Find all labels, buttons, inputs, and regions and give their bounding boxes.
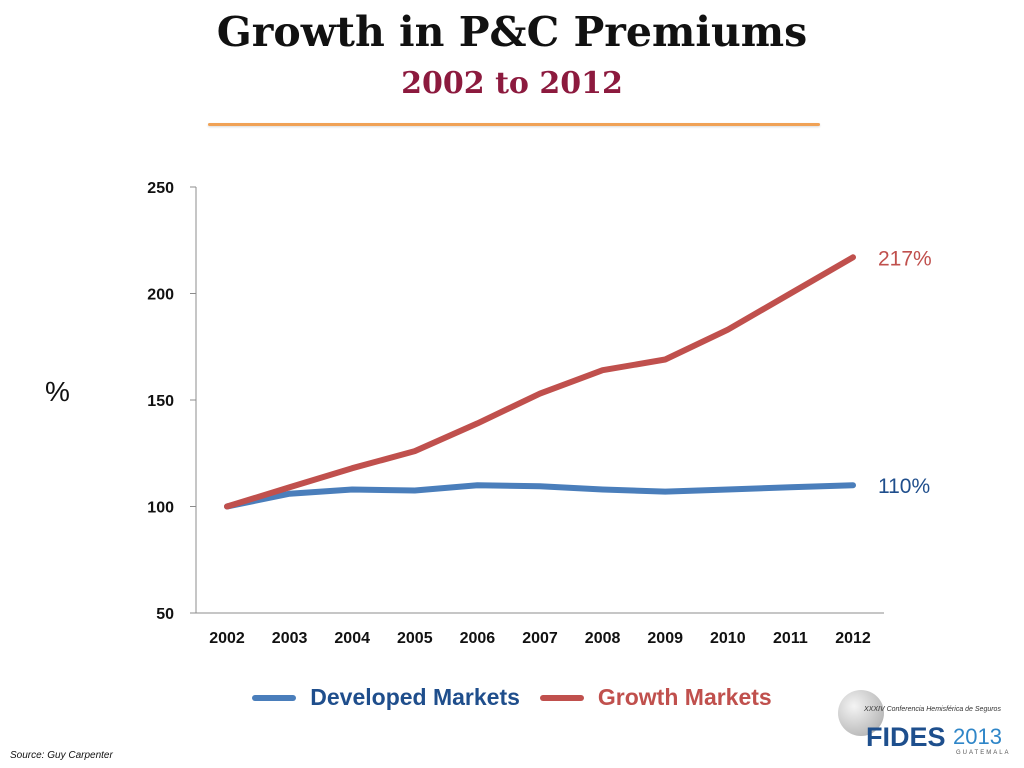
x-tick-label: 2006 bbox=[460, 630, 496, 647]
data-point bbox=[349, 465, 355, 471]
data-point bbox=[474, 482, 480, 488]
legend-swatch-growth bbox=[539, 694, 584, 701]
slide-subtitle: 2002 to 2012 bbox=[401, 66, 623, 101]
logo-year: 2013 bbox=[953, 724, 1002, 749]
data-point bbox=[537, 391, 543, 397]
data-point bbox=[787, 291, 793, 296]
data-point bbox=[662, 489, 668, 495]
line-chart: 50 100 150 200 250 2002 2003 2004 2005 2006 2007 20… bbox=[147, 180, 932, 647]
legend-label-growth: Growth Markets bbox=[597, 684, 772, 710]
data-point bbox=[412, 448, 418, 454]
logo-country: GUATEMALA bbox=[956, 750, 1011, 756]
data-point bbox=[287, 484, 293, 490]
end-value-label: 217% bbox=[878, 247, 932, 270]
legend-item-developed: Developed Markets bbox=[252, 684, 520, 711]
legend-label-developed: Developed Markets bbox=[310, 684, 520, 710]
globe-icon bbox=[838, 690, 884, 736]
logo-name: FIDES bbox=[866, 722, 946, 752]
fides-logo: XXXIV Conferencia Hemisférica de Seguros… bbox=[836, 690, 1016, 762]
x-tick-label: 2011 bbox=[773, 630, 808, 647]
y-tick-label: 200 bbox=[147, 287, 174, 304]
x-tick-label: 2005 bbox=[397, 630, 433, 647]
data-point bbox=[224, 504, 230, 509]
chart-legend: Developed Markets Growth Markets bbox=[0, 684, 1024, 711]
data-point bbox=[349, 486, 355, 492]
logo-tagline: XXXIV Conferencia Hemisférica de Seguros bbox=[864, 706, 1001, 713]
y-tick-label: 50 bbox=[156, 606, 174, 623]
source-note: Source: Guy Carpenter bbox=[10, 750, 113, 761]
legend-item-growth: Growth Markets bbox=[539, 684, 772, 711]
data-point bbox=[412, 488, 418, 494]
data-point bbox=[537, 483, 543, 489]
y-tick-label: 150 bbox=[147, 393, 174, 410]
end-value-label: 110% bbox=[878, 475, 930, 498]
data-point bbox=[474, 420, 480, 426]
x-tick-label: 2008 bbox=[585, 630, 621, 647]
title-divider bbox=[208, 123, 820, 126]
data-point bbox=[662, 357, 668, 363]
slide-title: Growth in P&C Premiums bbox=[216, 8, 808, 56]
x-tick-label: 2002 bbox=[209, 630, 245, 647]
x-tick-label: 2003 bbox=[272, 630, 308, 647]
x-tick-label: 2009 bbox=[647, 630, 683, 647]
series-line-growth bbox=[224, 254, 856, 510]
data-point bbox=[287, 491, 293, 497]
data-point bbox=[787, 484, 793, 490]
x-tick-label: 2004 bbox=[334, 630, 370, 647]
legend-swatch-developed bbox=[252, 694, 297, 701]
data-point bbox=[600, 486, 606, 492]
x-tick-label: 2007 bbox=[522, 630, 558, 647]
y-tick-label: 100 bbox=[147, 500, 174, 517]
data-point bbox=[850, 482, 856, 488]
data-point bbox=[850, 254, 856, 260]
y-axis-label: % bbox=[45, 376, 70, 407]
data-point bbox=[725, 486, 731, 492]
data-point bbox=[725, 327, 731, 333]
data-point bbox=[600, 367, 606, 373]
x-tick-label: 2012 bbox=[835, 630, 871, 647]
y-tick-label: 250 bbox=[147, 180, 174, 197]
x-tick-label: 2010 bbox=[710, 630, 746, 647]
